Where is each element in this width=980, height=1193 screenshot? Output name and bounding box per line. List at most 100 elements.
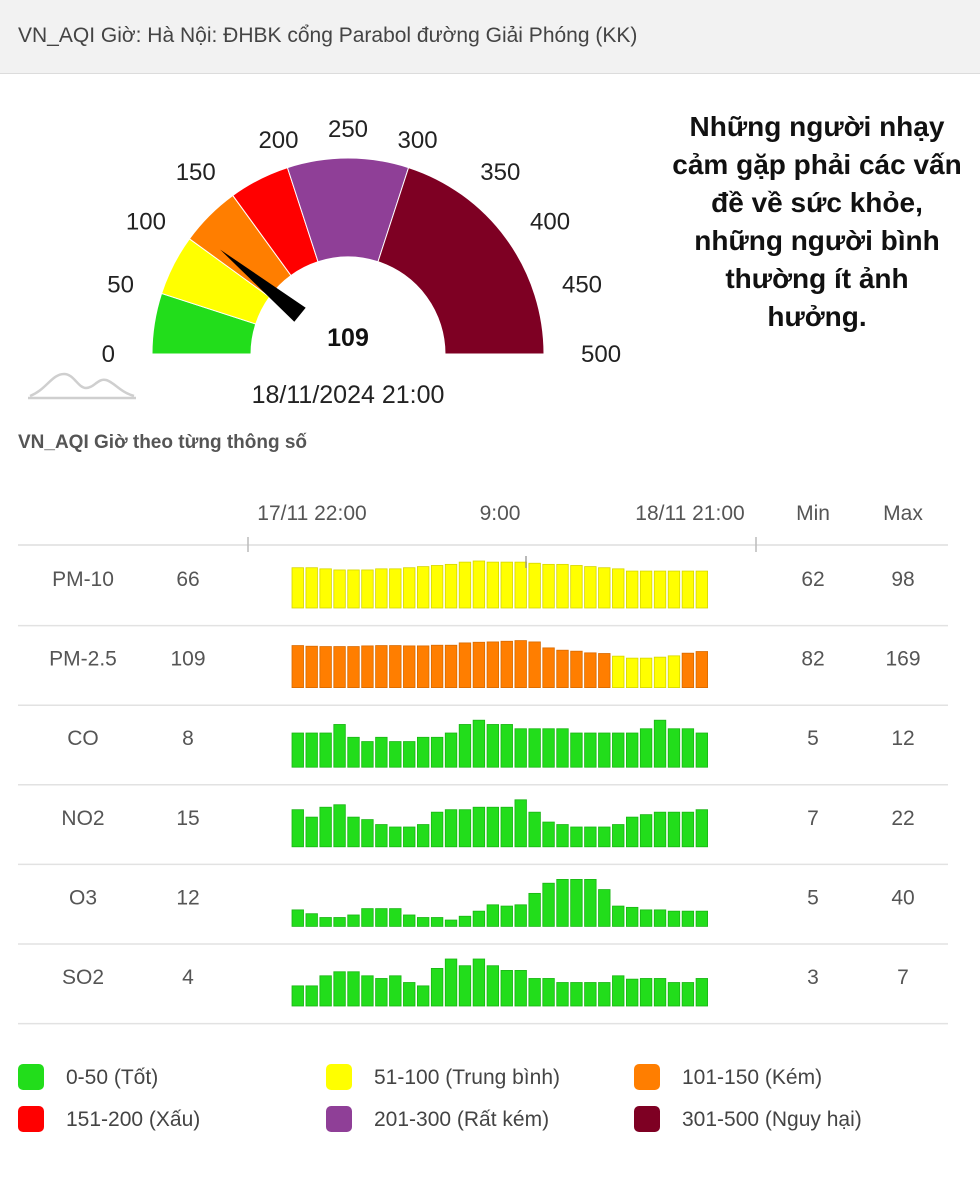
series-bar[interactable] bbox=[416, 824, 430, 848]
series-bar[interactable] bbox=[667, 982, 681, 1007]
series-bar[interactable] bbox=[333, 804, 346, 848]
series-bar[interactable] bbox=[305, 985, 318, 1007]
series-bar[interactable] bbox=[528, 728, 541, 768]
series-bar[interactable] bbox=[681, 910, 695, 927]
series-bar[interactable] bbox=[347, 736, 360, 768]
series-bar[interactable] bbox=[430, 644, 444, 689]
series-bar[interactable] bbox=[681, 652, 695, 689]
series-bar[interactable] bbox=[347, 646, 360, 688]
series-bar[interactable] bbox=[570, 879, 583, 927]
series-bar[interactable] bbox=[626, 906, 639, 927]
series-bar[interactable] bbox=[500, 905, 513, 927]
series-bar[interactable] bbox=[695, 910, 708, 927]
series-bar[interactable] bbox=[486, 641, 500, 689]
series-bar[interactable] bbox=[444, 644, 458, 689]
series-bar[interactable] bbox=[626, 570, 639, 609]
series-bar[interactable] bbox=[430, 811, 444, 848]
series-bar[interactable] bbox=[612, 732, 625, 768]
series-bar[interactable] bbox=[639, 909, 653, 927]
series-bar[interactable] bbox=[416, 736, 430, 768]
series-bar[interactable] bbox=[319, 917, 332, 927]
series-bar[interactable] bbox=[291, 732, 304, 768]
series-bar[interactable] bbox=[333, 724, 346, 768]
series-bar[interactable] bbox=[319, 646, 332, 688]
series-bar[interactable] bbox=[598, 567, 611, 609]
series-bar[interactable] bbox=[361, 645, 374, 688]
series-bar[interactable] bbox=[444, 809, 458, 848]
series-bar[interactable] bbox=[291, 645, 304, 688]
series-bar[interactable] bbox=[375, 568, 388, 609]
series-bar[interactable] bbox=[695, 978, 708, 1007]
series-bar[interactable] bbox=[681, 811, 695, 848]
series-bar[interactable] bbox=[486, 724, 500, 768]
series-bar[interactable] bbox=[486, 904, 500, 927]
series-bar[interactable] bbox=[500, 970, 513, 1007]
series-bar[interactable] bbox=[458, 561, 472, 609]
series-bar[interactable] bbox=[667, 910, 681, 927]
series-bar[interactable] bbox=[584, 732, 597, 768]
series-bar[interactable] bbox=[361, 908, 374, 927]
series-bar[interactable] bbox=[361, 819, 374, 848]
series-bar[interactable] bbox=[639, 570, 653, 609]
series-bar[interactable] bbox=[458, 915, 472, 927]
series-bar[interactable] bbox=[458, 809, 472, 848]
series-bar[interactable] bbox=[570, 826, 583, 848]
series-bar[interactable] bbox=[375, 736, 388, 768]
series-bar[interactable] bbox=[653, 909, 667, 927]
series-bar[interactable] bbox=[319, 568, 332, 609]
series-bar[interactable] bbox=[556, 563, 569, 609]
series-bar[interactable] bbox=[375, 978, 388, 1007]
series-bar[interactable] bbox=[361, 741, 374, 768]
series-bar[interactable] bbox=[681, 570, 695, 609]
series-bar[interactable] bbox=[389, 568, 402, 609]
series-bar[interactable] bbox=[695, 570, 708, 609]
series-bar[interactable] bbox=[319, 732, 332, 768]
series-bar[interactable] bbox=[389, 741, 402, 768]
series-bar[interactable] bbox=[403, 741, 416, 768]
series-bar[interactable] bbox=[458, 642, 472, 689]
series-bar[interactable] bbox=[612, 905, 625, 927]
series-bar[interactable] bbox=[626, 732, 639, 768]
series-bar[interactable] bbox=[514, 640, 527, 688]
series-bar[interactable] bbox=[542, 728, 555, 768]
series-bar[interactable] bbox=[584, 982, 597, 1007]
series-bar[interactable] bbox=[347, 569, 360, 609]
series-bar[interactable] bbox=[444, 563, 458, 609]
series-bar[interactable] bbox=[305, 816, 318, 848]
series-bar[interactable] bbox=[333, 569, 346, 609]
series-bar[interactable] bbox=[528, 562, 541, 609]
series-bar[interactable] bbox=[291, 809, 304, 848]
series-bar[interactable] bbox=[305, 732, 318, 768]
series-bar[interactable] bbox=[639, 728, 653, 768]
series-bar[interactable] bbox=[319, 975, 332, 1007]
series-bar[interactable] bbox=[305, 645, 318, 688]
series-bar[interactable] bbox=[430, 565, 444, 609]
series-bar[interactable] bbox=[598, 653, 611, 688]
series-bar[interactable] bbox=[486, 806, 500, 848]
series-bar[interactable] bbox=[653, 978, 667, 1007]
series-bar[interactable] bbox=[500, 640, 513, 688]
series-bar[interactable] bbox=[444, 919, 458, 927]
series-bar[interactable] bbox=[305, 567, 318, 609]
series-bar[interactable] bbox=[291, 567, 304, 609]
series-bar[interactable] bbox=[528, 978, 541, 1007]
series-bar[interactable] bbox=[486, 561, 500, 609]
series-bar[interactable] bbox=[639, 814, 653, 848]
series-bar[interactable] bbox=[626, 978, 639, 1007]
series-bar[interactable] bbox=[542, 978, 555, 1007]
series-bar[interactable] bbox=[458, 965, 472, 1007]
series-bar[interactable] bbox=[514, 799, 527, 848]
series-bar[interactable] bbox=[500, 724, 513, 768]
series-bar[interactable] bbox=[389, 908, 402, 927]
series-bar[interactable] bbox=[556, 879, 569, 927]
series-bar[interactable] bbox=[403, 645, 416, 688]
series-bar[interactable] bbox=[430, 736, 444, 768]
series-bar[interactable] bbox=[584, 826, 597, 848]
series-bar[interactable] bbox=[667, 728, 681, 768]
series-bar[interactable] bbox=[584, 652, 597, 689]
series-bar[interactable] bbox=[472, 641, 486, 689]
series-bar[interactable] bbox=[333, 971, 346, 1007]
series-bar[interactable] bbox=[542, 882, 555, 927]
series-bar[interactable] bbox=[403, 914, 416, 927]
series-bar[interactable] bbox=[375, 908, 388, 927]
